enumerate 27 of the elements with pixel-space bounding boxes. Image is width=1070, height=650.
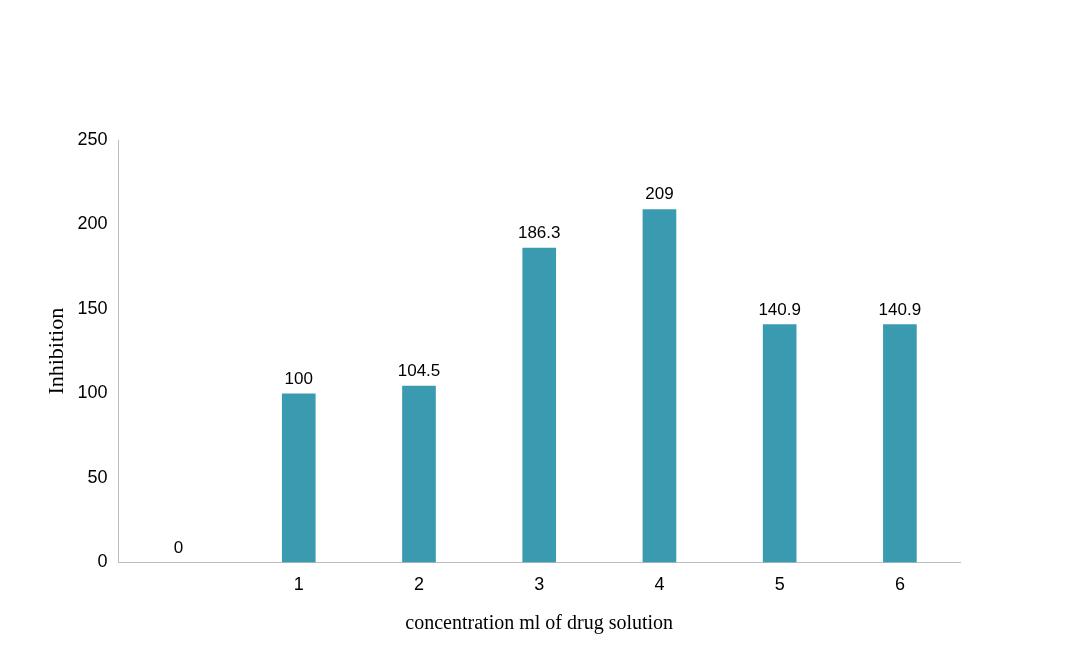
bar: [883, 324, 917, 563]
bar: [762, 324, 797, 563]
y-tick-label: 150: [77, 297, 108, 318]
y-axis-title: Inhibition: [42, 307, 68, 395]
x-tick-label: 4: [654, 574, 665, 595]
x-tick-label: 6: [894, 574, 905, 595]
data-label: 186.3: [517, 222, 561, 242]
data-label: 104.5: [397, 361, 441, 381]
data-label: 140.9: [878, 299, 922, 319]
data-label: 209: [645, 184, 674, 204]
bar: [522, 247, 557, 563]
x-axis-title: concentration ml of drug solution: [405, 611, 674, 635]
y-tick-label: 250: [77, 128, 108, 149]
x-tick-label: 5: [774, 574, 785, 595]
y-tick-label: 50: [87, 466, 108, 487]
y-tick-label: 100: [77, 382, 108, 403]
data-label: 100: [284, 368, 313, 388]
bar: [281, 393, 316, 563]
bar: [402, 385, 436, 563]
bar: [642, 209, 677, 563]
x-tick-label: 3: [534, 574, 545, 595]
y-tick-label: 200: [77, 213, 108, 234]
data-label: 0: [173, 537, 184, 557]
x-tick-label: 2: [413, 574, 424, 595]
y-tick-label: 0: [97, 551, 108, 572]
x-tick-label: 1: [293, 574, 304, 595]
data-label: 140.9: [758, 299, 801, 319]
